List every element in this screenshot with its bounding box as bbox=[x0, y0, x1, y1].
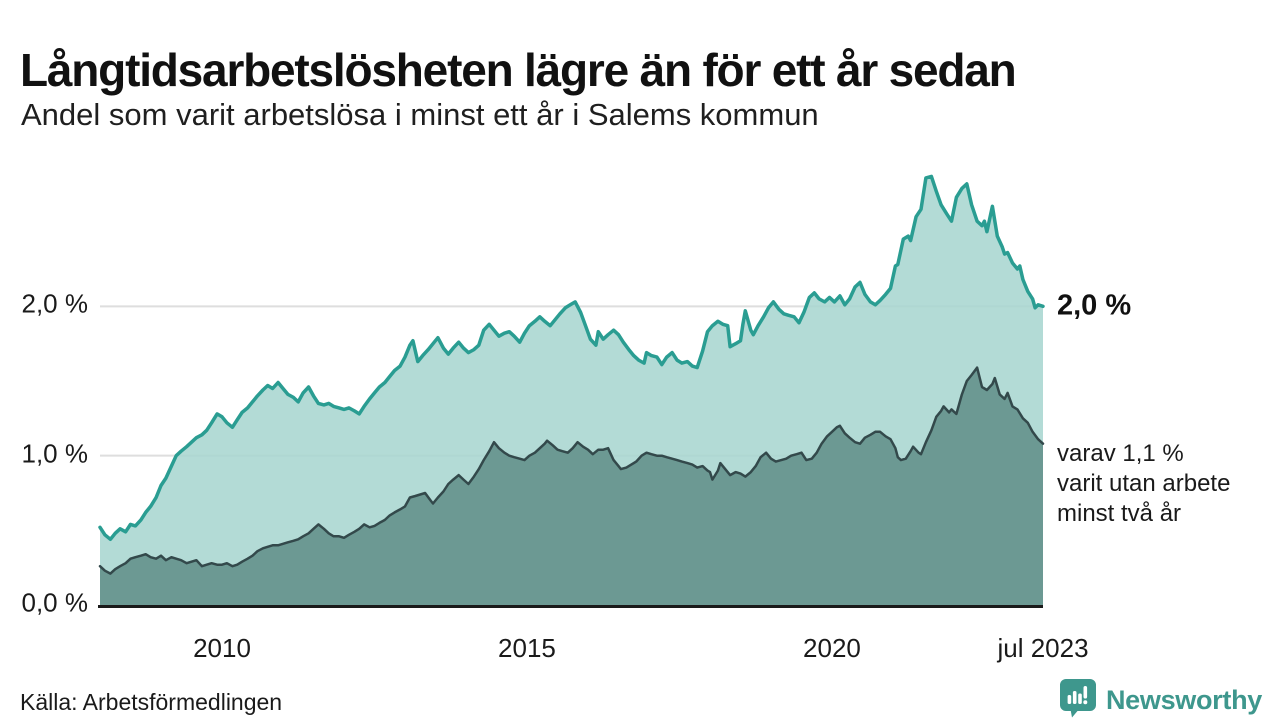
annotation-line-2: varit utan arbete bbox=[1057, 470, 1231, 497]
y-tick-0,0 %: 0,0 % bbox=[21, 587, 89, 618]
series-end-value-label: 2,0 % bbox=[1057, 289, 1132, 322]
line-minst-tva-ar bbox=[98, 366, 1045, 575]
source-note: Källa: Arbetsförmedlingen bbox=[20, 689, 283, 715]
y-tick-2,0 %: 2,0 % bbox=[21, 288, 89, 319]
page-subtitle: Andel som varit arbetslösa i minst ett å… bbox=[21, 97, 819, 132]
brand-name: Newsworthy bbox=[1105, 684, 1262, 715]
x-tick-jul 2023: jul 2023 bbox=[997, 633, 1089, 663]
x-tick-2010: 2010 bbox=[193, 633, 251, 663]
annotation-line-3: minst två år bbox=[1057, 500, 1182, 527]
series2-annotation: varav 1,1 % varit utan arbete minst två … bbox=[1057, 439, 1230, 529]
area-minst-tva-ar bbox=[100, 367, 1043, 605]
x-tick-2020: 2020 bbox=[803, 633, 861, 663]
x-tick-2015: 2015 bbox=[498, 633, 556, 663]
newsworthy-icon bbox=[1059, 678, 1097, 723]
brand-logo: Newsworthy bbox=[1059, 678, 1262, 723]
page-title: Långtidsarbetslösheten lägre än för ett … bbox=[20, 43, 1017, 96]
annotation-line-1: varav 1,1 % bbox=[1057, 440, 1184, 467]
y-tick-1,0 %: 1,0 % bbox=[21, 438, 89, 469]
line-minst-ett-ar bbox=[98, 174, 1045, 542]
